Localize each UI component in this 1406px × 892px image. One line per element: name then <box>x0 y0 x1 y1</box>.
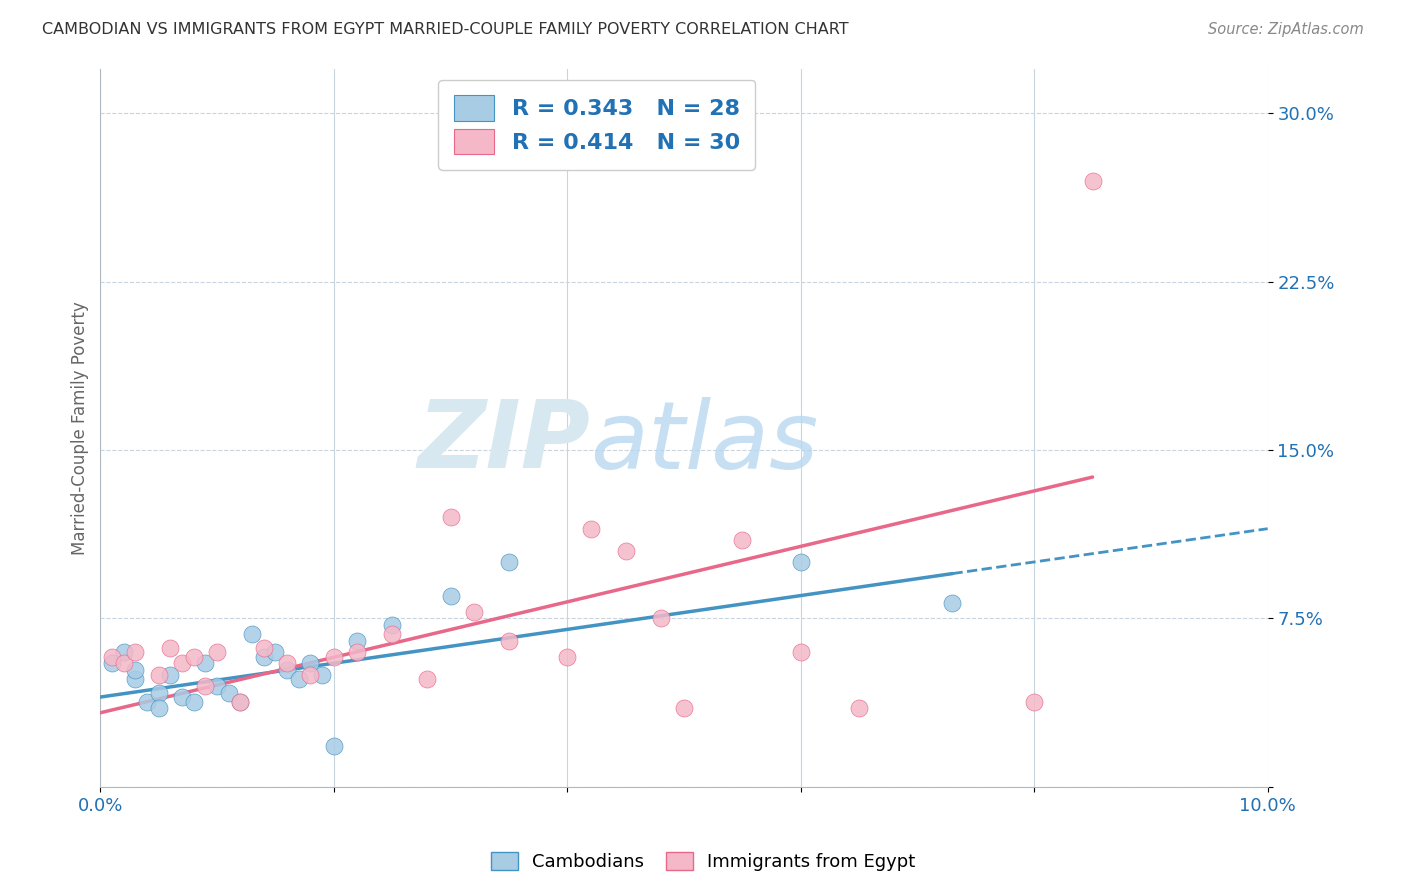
Y-axis label: Married-Couple Family Poverty: Married-Couple Family Poverty <box>72 301 89 555</box>
Point <box>1024 694 1046 708</box>
Point <box>101 657 124 671</box>
Text: atlas: atlas <box>591 397 818 488</box>
Point <box>416 672 439 686</box>
Legend: R = 0.343   N = 28, R = 0.414   N = 30: R = 0.343 N = 28, R = 0.414 N = 30 <box>439 79 755 169</box>
Point <box>124 645 146 659</box>
Point <box>346 645 368 659</box>
Point <box>205 679 228 693</box>
Point <box>276 663 298 677</box>
Point <box>253 640 276 655</box>
Point <box>124 663 146 677</box>
Point <box>498 555 520 569</box>
Point <box>311 667 333 681</box>
Point <box>1081 174 1104 188</box>
Point <box>288 672 311 686</box>
Point <box>614 544 637 558</box>
Point <box>148 701 170 715</box>
Point <box>941 596 963 610</box>
Point <box>672 701 695 715</box>
Point <box>101 649 124 664</box>
Point <box>579 522 602 536</box>
Text: ZIP: ZIP <box>418 396 591 488</box>
Point <box>229 694 252 708</box>
Point <box>112 645 135 659</box>
Point <box>555 649 578 664</box>
Point <box>731 533 754 547</box>
Point <box>439 589 461 603</box>
Point <box>148 685 170 699</box>
Point <box>194 679 217 693</box>
Point <box>229 694 252 708</box>
Point <box>276 657 298 671</box>
Point <box>381 618 404 632</box>
Point <box>381 627 404 641</box>
Point <box>183 694 205 708</box>
Text: CAMBODIAN VS IMMIGRANTS FROM EGYPT MARRIED-COUPLE FAMILY POVERTY CORRELATION CHA: CAMBODIAN VS IMMIGRANTS FROM EGYPT MARRI… <box>42 22 849 37</box>
Point <box>322 649 344 664</box>
Point <box>194 657 217 671</box>
Text: Source: ZipAtlas.com: Source: ZipAtlas.com <box>1208 22 1364 37</box>
Point <box>498 634 520 648</box>
Point <box>299 667 322 681</box>
Point <box>205 645 228 659</box>
Point <box>170 657 193 671</box>
Point <box>848 701 870 715</box>
Point <box>112 657 135 671</box>
Point <box>463 605 485 619</box>
Point <box>136 694 159 708</box>
Point <box>253 649 276 664</box>
Point <box>650 611 672 625</box>
Point <box>439 510 461 524</box>
Point <box>124 672 146 686</box>
Point <box>790 555 813 569</box>
Point <box>218 685 240 699</box>
Point <box>264 645 287 659</box>
Point <box>322 739 344 754</box>
Legend: Cambodians, Immigrants from Egypt: Cambodians, Immigrants from Egypt <box>484 845 922 879</box>
Point <box>159 640 181 655</box>
Point <box>299 657 322 671</box>
Point <box>790 645 813 659</box>
Point <box>346 634 368 648</box>
Point <box>148 667 170 681</box>
Point <box>240 627 263 641</box>
Point <box>170 690 193 704</box>
Point <box>183 649 205 664</box>
Point <box>159 667 181 681</box>
